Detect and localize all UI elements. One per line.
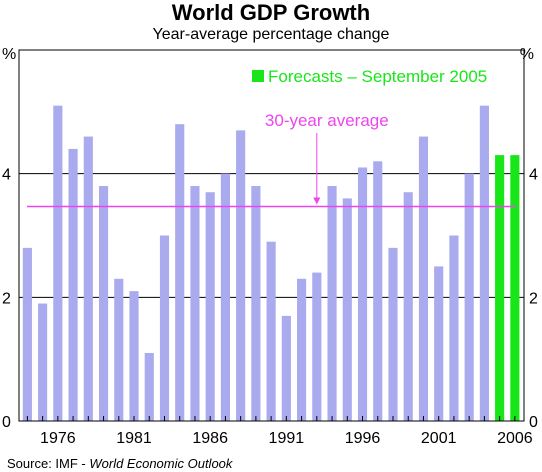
bar-1990	[266, 241, 276, 421]
axis-layer: 0 0 2 2 4 4 1976 1981 1986 1991 1996 2001 2006	[2, 49, 538, 447]
source-prefix: Source: IMF -	[7, 456, 90, 471]
y-unit-left: %	[2, 46, 17, 63]
average-label: 30-year average	[265, 111, 389, 130]
y-tick-left-2: 2	[2, 290, 11, 307]
legend-label: Forecasts – September 2005	[268, 67, 487, 86]
bar-1994	[327, 186, 337, 421]
bar-1984	[175, 124, 185, 421]
chart-title: World GDP Growth	[171, 0, 371, 25]
bar-1988	[236, 130, 246, 421]
bar-1978	[83, 136, 93, 422]
bar-2003	[464, 173, 474, 421]
overlay-layer: 30-year average Forecasts – September 200…	[27, 67, 516, 208]
bar-1980	[114, 278, 124, 421]
bar-1982	[144, 352, 154, 421]
bar-1987	[220, 173, 230, 421]
bar-1977	[68, 148, 78, 421]
bar-1989	[251, 186, 261, 421]
x-tick-label-1991: 1991	[269, 430, 305, 447]
bar-2002	[449, 235, 459, 421]
average-pointer-arrowhead	[313, 197, 321, 205]
bar-1997	[373, 161, 383, 422]
bar-1986	[205, 192, 215, 421]
bar-1979	[98, 186, 109, 421]
bar-1998	[388, 247, 398, 421]
bar-1974	[22, 247, 32, 421]
legend-swatch	[252, 70, 264, 82]
bar-2001	[434, 266, 444, 421]
y-tick-right-0: 0	[529, 414, 538, 431]
bar-1975	[38, 303, 48, 421]
bar-1995	[342, 198, 352, 421]
bar-2000	[418, 136, 429, 422]
bar-1985	[190, 186, 200, 421]
bar-layer	[22, 105, 520, 422]
chart-subtitle: Year-average percentage change	[152, 26, 390, 43]
x-tick-label-1996: 1996	[345, 430, 381, 447]
x-tick-label-1976: 1976	[40, 430, 76, 447]
bar-1992	[297, 278, 307, 421]
bar-1996	[357, 167, 368, 421]
x-tick-label-2001: 2001	[421, 430, 457, 447]
y-tick-right-2: 2	[529, 290, 538, 307]
y-tick-left-4: 4	[2, 167, 11, 184]
x-tick-label-2006: 2006	[497, 430, 533, 447]
bar-1976	[53, 105, 63, 422]
source-note: Source: IMF - World Economic Outlook	[7, 456, 232, 471]
y-tick-left-0: 0	[2, 414, 11, 431]
bar-1993	[312, 272, 322, 421]
x-tick-label-1986: 1986	[192, 430, 228, 447]
bar-1981	[129, 291, 139, 421]
bar-1991	[281, 315, 291, 421]
bar-1983	[159, 235, 170, 421]
forecast-bar-2006	[510, 155, 520, 421]
bar-1999	[403, 192, 413, 421]
source-publication: World Economic Outlook	[89, 456, 233, 471]
y-tick-right-4: 4	[529, 167, 538, 184]
forecast-bar-2005	[495, 155, 505, 421]
bar-2004	[479, 105, 489, 422]
x-tick-label-1981: 1981	[116, 430, 152, 447]
